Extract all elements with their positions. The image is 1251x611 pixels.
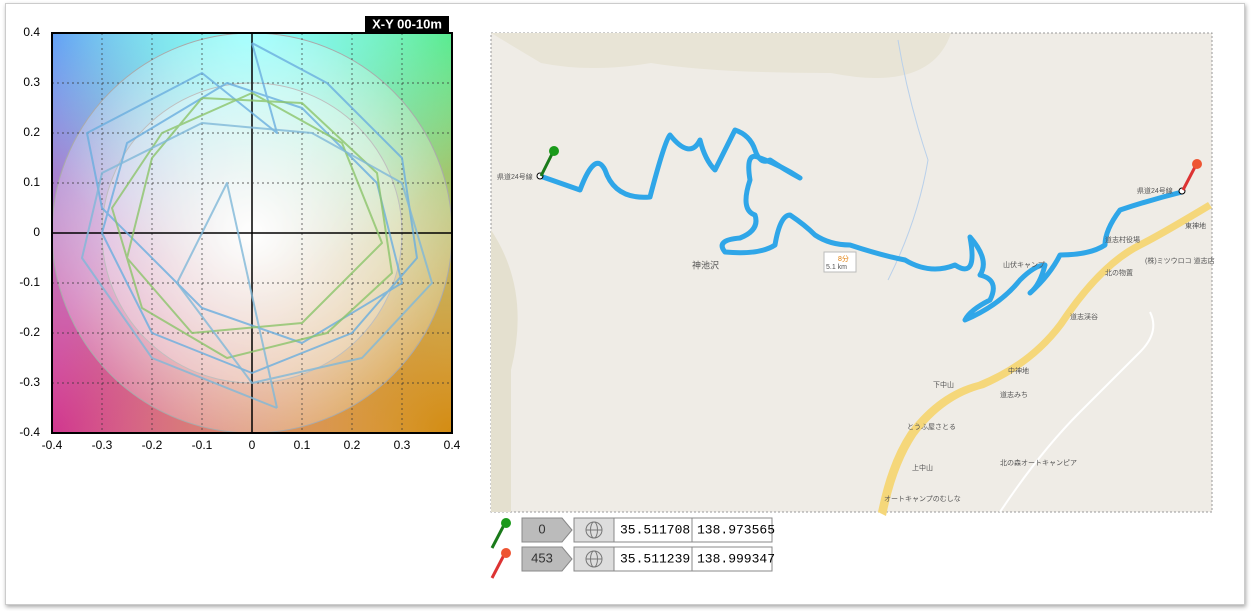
map-label: オートキャンプのむしな (884, 495, 961, 503)
title-bg (365, 16, 449, 33)
map-label: 東神地 (1185, 221, 1206, 230)
map-label: 北の森オートキャンピア (1000, 458, 1077, 467)
y-tick-label: -0.1 (19, 275, 40, 289)
trace (111, 92, 393, 359)
map-label: 上中山 (912, 463, 933, 472)
map-label: 神池沢 (692, 259, 719, 270)
pin-lon: 138.973565 (697, 522, 775, 537)
map-label: 県道24号線 (1137, 186, 1173, 195)
map-label: 道志村役場 (1105, 235, 1140, 244)
map-label: 道志みち (1000, 390, 1028, 399)
x-tick-label: -0.1 (192, 438, 213, 452)
pin-lon: 138.999347 (697, 551, 775, 566)
plot-title: X-Y 00-10m (372, 16, 442, 31)
trace (86, 42, 418, 374)
map-label: 山伏キャンプ (1003, 260, 1045, 269)
y-tick-label: 0 (33, 225, 40, 239)
frame (5, 3, 1245, 605)
y-tick-label: -0.3 (19, 375, 40, 389)
pin-index: 0 (538, 521, 545, 536)
map-label: (株)ミツウロコ 道志店 (1145, 256, 1215, 265)
pin-rows (490, 517, 773, 579)
x-tick-label: 0 (249, 438, 256, 452)
x-tick-label: -0.3 (92, 438, 113, 452)
y-tick-label: -0.4 (19, 425, 40, 439)
map-label: 中神地 (1008, 366, 1029, 375)
x-tick-label: 0.4 (444, 438, 461, 452)
map-label: 北の物置 (1105, 268, 1133, 277)
y-tick-label: -0.2 (19, 325, 40, 339)
map-label: 県道24号線 (497, 172, 533, 181)
pin-index: 453 (531, 550, 553, 565)
y-tick-label: 0.2 (23, 125, 40, 139)
map-label: とうふ屋さとる (907, 423, 956, 431)
map-label: 8分 (838, 254, 849, 263)
pin-lat: 35.511239 (620, 551, 690, 566)
map-label: 5.1 km (826, 264, 847, 271)
trace (81, 122, 433, 409)
x-tick-label: -0.2 (142, 438, 163, 452)
pin-lat: 35.511708 (620, 522, 690, 537)
map (490, 32, 1213, 516)
plot-border (51, 32, 453, 434)
y-tick-label: 0.1 (23, 175, 40, 189)
x-tick-label: 0.3 (394, 438, 411, 452)
map-label: 道志渓谷 (1070, 312, 1098, 321)
y-tick-label: 0.4 (23, 25, 40, 39)
x-tick-label: 0.2 (344, 438, 361, 452)
map-label: 下中山 (933, 380, 954, 389)
x-tick-label: 0.1 (294, 438, 311, 452)
x-tick-label: -0.4 (42, 438, 63, 452)
y-tick-label: 0.3 (23, 75, 40, 89)
